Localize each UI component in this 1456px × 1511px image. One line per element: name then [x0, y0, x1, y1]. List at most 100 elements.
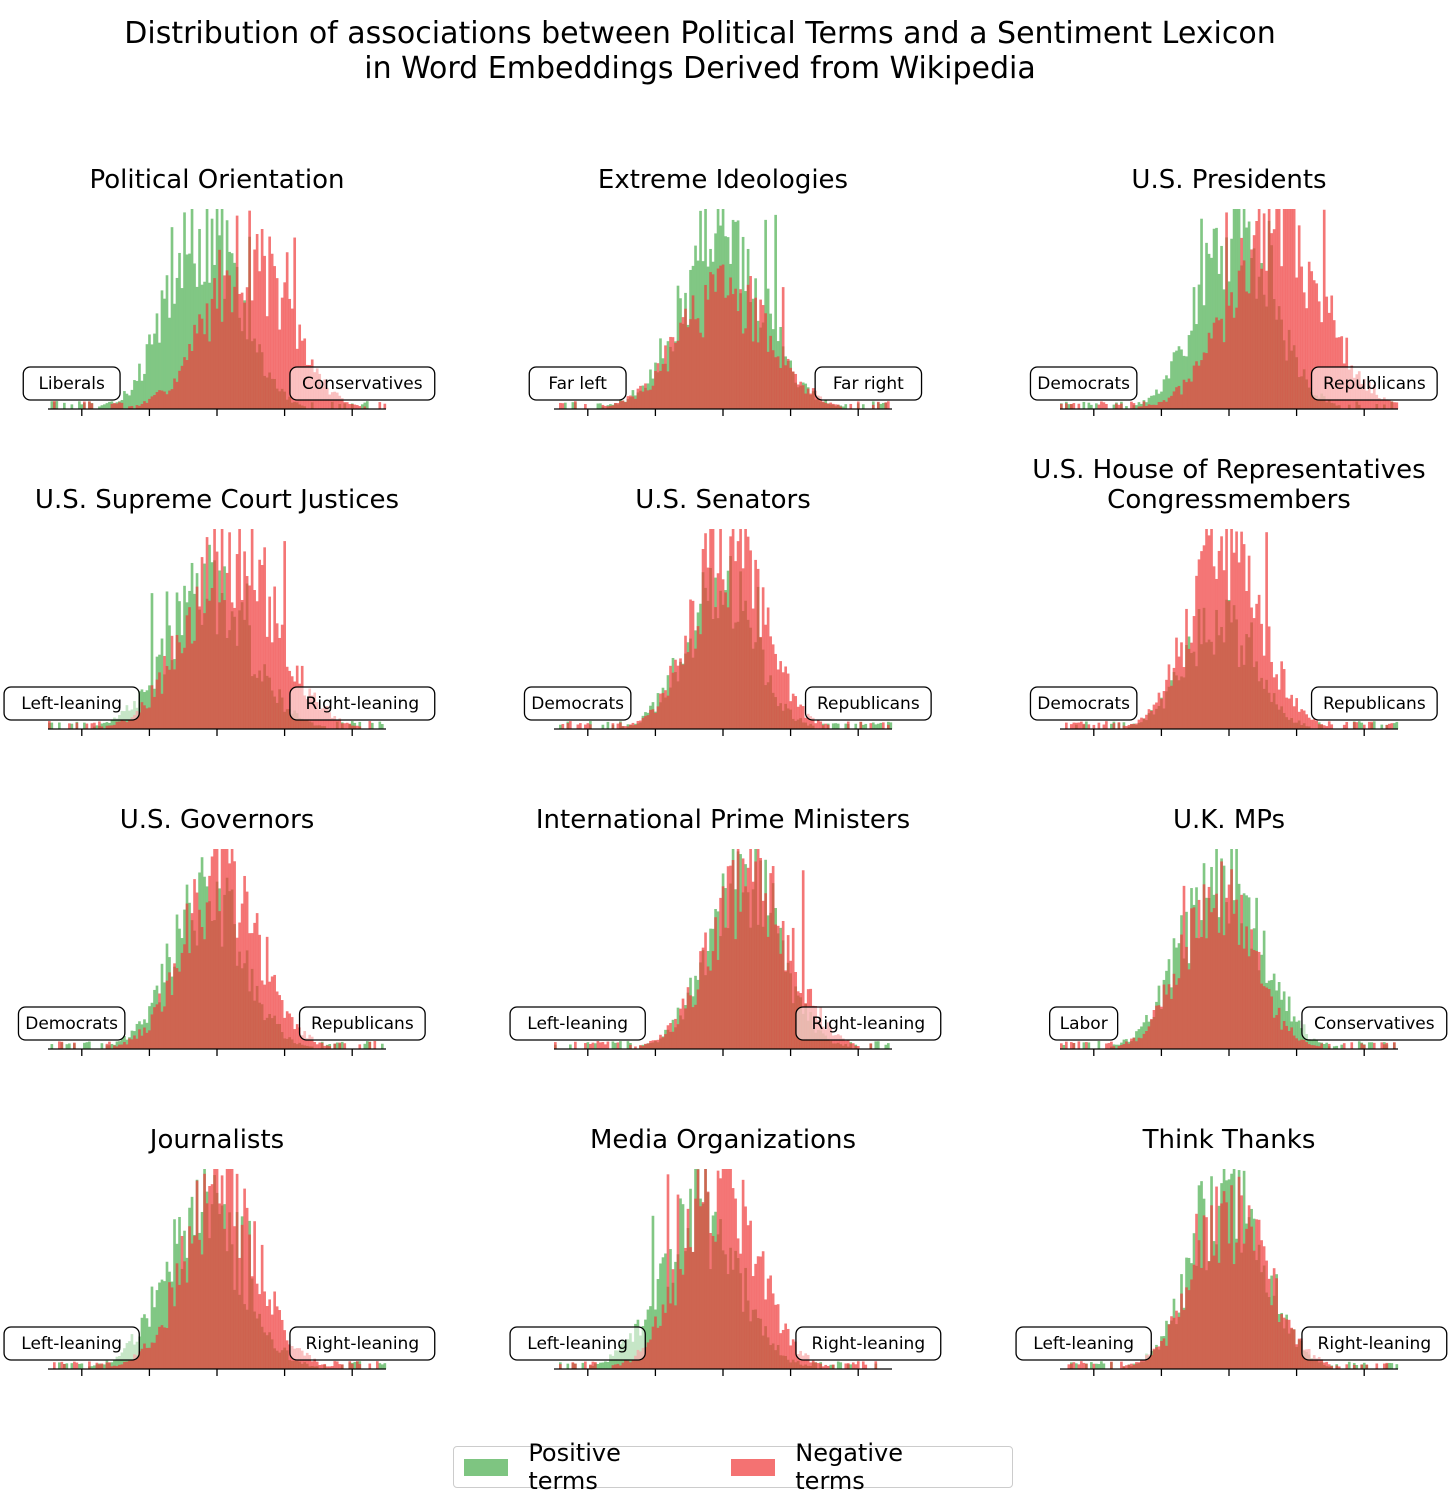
- histogram-bar: [694, 1199, 697, 1369]
- histogram-bar: [874, 724, 877, 729]
- histogram-bar: [1283, 1318, 1286, 1369]
- histogram-bar: [1073, 1043, 1076, 1049]
- histogram-bar: [93, 723, 96, 729]
- histogram-bar: [562, 403, 565, 409]
- histogram-bar: [674, 1019, 677, 1049]
- histogram-bar: [51, 1044, 54, 1049]
- histogram-bar: [757, 342, 760, 409]
- histogram-bar: [779, 661, 782, 729]
- histogram-bar: [1138, 1362, 1141, 1369]
- histogram-bar: [1343, 1043, 1346, 1049]
- histogram-bar: [273, 587, 276, 729]
- histogram-bar: [647, 1043, 650, 1049]
- panel-title: Political Orientation: [89, 165, 344, 195]
- histogram-bar: [231, 1169, 234, 1369]
- histogram-bar: [654, 1040, 657, 1049]
- histogram-bar: [366, 401, 369, 409]
- histogram-bar: [882, 722, 885, 729]
- histogram-bar: [799, 705, 802, 729]
- histogram-bar: [1328, 1364, 1331, 1369]
- histogram-bar: [762, 305, 765, 409]
- histogram-bar: [1095, 1364, 1098, 1369]
- left-side-label: Left-leaning: [527, 1014, 628, 1034]
- histogram-bar: [1235, 1243, 1238, 1369]
- histogram-bar: [834, 723, 837, 729]
- histogram-bar: [76, 1363, 79, 1369]
- histogram-panel: U.S. House of RepresentativesCongressmem…: [1030, 455, 1437, 736]
- panel-title: Think Thanks: [1142, 1125, 1316, 1155]
- histogram-bar: [1100, 1361, 1103, 1369]
- histogram-bar: [812, 388, 815, 409]
- histogram-bar: [191, 913, 194, 1049]
- histogram-bar: [1178, 657, 1181, 729]
- histogram-bar: [697, 626, 700, 729]
- histogram-bar: [206, 902, 209, 1049]
- histogram-bar: [176, 382, 179, 409]
- histogram-bar: [198, 910, 201, 1049]
- histogram-bar: [1165, 1346, 1168, 1369]
- histogram-bar: [1205, 353, 1208, 409]
- histogram-bar: [1243, 544, 1246, 729]
- histogram-bar: [1258, 209, 1261, 409]
- histogram-bar: [754, 861, 757, 1049]
- histogram-bar: [378, 402, 381, 409]
- histogram-bar: [749, 550, 752, 729]
- histogram-bar: [96, 1363, 99, 1369]
- histogram-bar: [604, 1044, 607, 1049]
- histogram-bar: [323, 1364, 326, 1369]
- histogram-bar: [66, 1044, 69, 1049]
- histogram-bar: [173, 1306, 176, 1369]
- histogram-bar: [682, 317, 685, 409]
- histogram-bar: [1138, 720, 1141, 729]
- histogram-bar: [156, 680, 159, 729]
- histogram-bar: [567, 1364, 570, 1369]
- histogram-bar: [1098, 1364, 1101, 1369]
- histogram-bar: [574, 1042, 577, 1049]
- histogram-bar: [191, 644, 194, 729]
- histogram-bar: [584, 725, 587, 729]
- histogram-bar: [1303, 711, 1306, 729]
- histogram-bar: [216, 309, 219, 409]
- histogram-bar: [762, 1251, 765, 1369]
- histogram-bar: [1080, 1361, 1083, 1369]
- histogram-bar: [852, 1362, 855, 1369]
- histogram-bar: [1230, 292, 1233, 409]
- histogram-bar: [113, 403, 116, 409]
- histogram-bar: [664, 690, 667, 729]
- histogram-bar: [1268, 209, 1271, 409]
- histogram-bar: [253, 923, 256, 1049]
- histogram-bar: [852, 1043, 855, 1049]
- histogram-bar: [1195, 361, 1198, 409]
- histogram-bar: [1190, 643, 1193, 729]
- histogram-bar: [108, 1362, 111, 1369]
- histogram-bar: [812, 1361, 815, 1369]
- histogram-bar: [336, 1361, 339, 1369]
- histogram-bar: [1278, 209, 1281, 409]
- histogram-bar: [1203, 884, 1206, 1049]
- histogram-bar: [173, 379, 176, 409]
- histogram-bar: [1123, 1044, 1126, 1049]
- histogram-bar: [116, 404, 119, 409]
- histogram-bar: [697, 318, 700, 409]
- histogram-bar: [739, 289, 742, 409]
- histogram-bar: [268, 1299, 271, 1369]
- histogram-bar: [273, 1292, 276, 1370]
- histogram-bar: [702, 948, 705, 1049]
- histogram-bar: [343, 1043, 346, 1049]
- histogram-bar: [674, 1305, 677, 1369]
- histogram-bar: [1133, 1038, 1136, 1049]
- histogram-bar: [263, 547, 266, 729]
- histogram-bar: [1370, 722, 1373, 729]
- histogram-bar: [1165, 402, 1168, 409]
- histogram-bar: [1353, 722, 1356, 729]
- histogram-bar: [1298, 712, 1301, 729]
- histogram-bar: [854, 1364, 857, 1369]
- histogram-bar: [1155, 1347, 1158, 1369]
- histogram-bar: [1245, 926, 1248, 1049]
- histogram-bar: [81, 404, 84, 409]
- histogram-bar: [767, 937, 770, 1049]
- histogram-bar: [178, 371, 181, 409]
- histogram-bar: [589, 1365, 592, 1369]
- histogram-bar: [231, 602, 234, 729]
- histogram-bar: [1150, 711, 1153, 729]
